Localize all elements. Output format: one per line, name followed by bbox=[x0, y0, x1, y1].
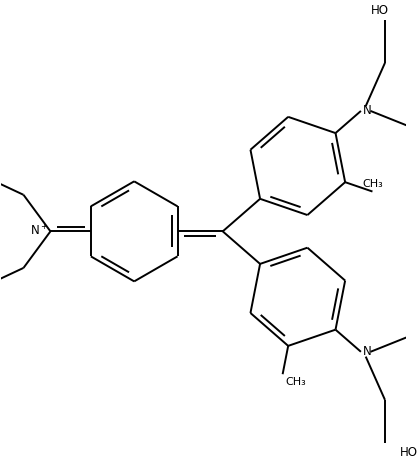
Text: HO: HO bbox=[399, 446, 417, 459]
Text: N$^+$: N$^+$ bbox=[30, 224, 49, 239]
Text: CH₃: CH₃ bbox=[286, 377, 306, 387]
Text: HO: HO bbox=[371, 4, 389, 17]
Text: N: N bbox=[363, 105, 372, 118]
Text: N: N bbox=[363, 345, 372, 358]
Text: CH₃: CH₃ bbox=[362, 178, 383, 189]
